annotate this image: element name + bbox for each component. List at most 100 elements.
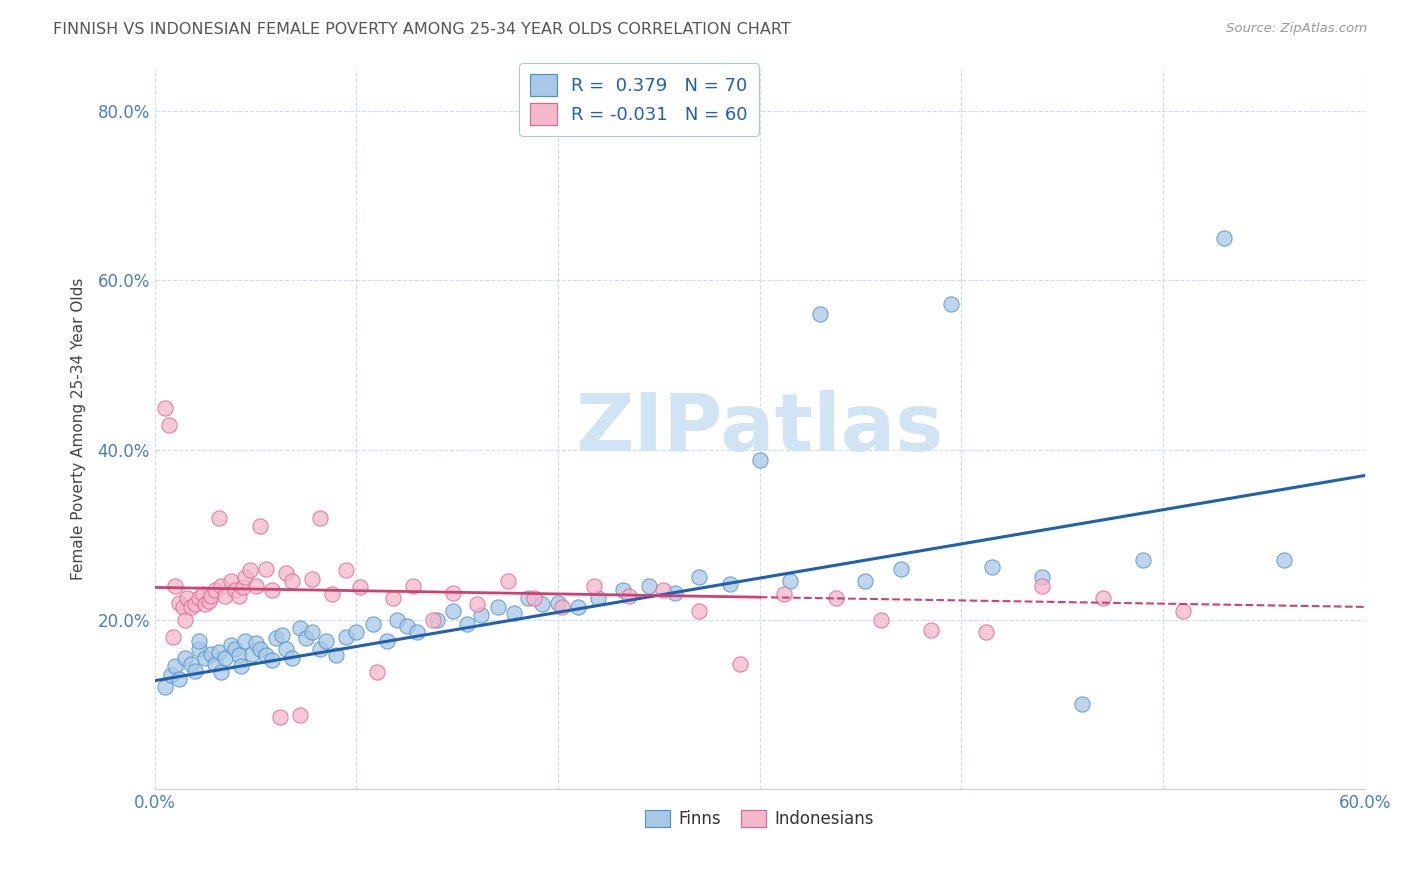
Point	[502, 606, 524, 620]
Point	[980, 560, 1002, 574]
Point	[238, 564, 260, 578]
Point	[301, 625, 323, 640]
Point	[245, 579, 267, 593]
Point	[825, 591, 848, 606]
Point	[309, 511, 332, 525]
Point	[157, 417, 180, 432]
Point	[344, 625, 367, 640]
Point	[214, 650, 236, 665]
Point	[773, 587, 796, 601]
Point	[470, 608, 492, 623]
Point	[588, 591, 610, 606]
Point	[240, 647, 263, 661]
Point	[441, 585, 464, 599]
Point	[208, 645, 231, 659]
Point	[523, 591, 546, 606]
Point	[163, 579, 186, 593]
Point	[349, 581, 371, 595]
Point	[301, 572, 323, 586]
Point	[188, 591, 211, 606]
Point	[176, 591, 198, 606]
Point	[361, 616, 384, 631]
Point	[1272, 553, 1295, 567]
Point	[249, 642, 271, 657]
Point	[194, 598, 217, 612]
Point	[1173, 604, 1195, 618]
Point	[890, 562, 912, 576]
Point	[235, 633, 257, 648]
Point	[652, 582, 675, 597]
Point	[228, 589, 250, 603]
Point	[664, 585, 686, 599]
Point	[209, 579, 232, 593]
Point	[366, 665, 388, 680]
Point	[530, 598, 553, 612]
Point	[184, 598, 207, 612]
Point	[231, 659, 253, 673]
Point	[486, 599, 509, 614]
Point	[456, 616, 478, 631]
Point	[1071, 698, 1094, 712]
Text: Source: ZipAtlas.com: Source: ZipAtlas.com	[1226, 22, 1367, 36]
Point	[288, 707, 311, 722]
Point	[214, 589, 236, 603]
Point	[381, 591, 404, 606]
Point	[254, 562, 277, 576]
Point	[153, 681, 176, 695]
Point	[748, 453, 770, 467]
Point	[1132, 553, 1154, 567]
Point	[853, 574, 876, 589]
Point	[204, 582, 226, 597]
Point	[260, 582, 283, 597]
Point	[335, 564, 357, 578]
Point	[869, 613, 891, 627]
Point	[180, 657, 202, 671]
Point	[1212, 231, 1234, 245]
Point	[496, 574, 519, 589]
Point	[249, 519, 271, 533]
Point	[1031, 579, 1053, 593]
Point	[402, 579, 425, 593]
Point	[221, 574, 243, 589]
Point	[153, 401, 176, 415]
Point	[612, 582, 634, 597]
Point	[441, 604, 464, 618]
Point	[920, 623, 942, 637]
Point	[688, 604, 710, 618]
Point	[191, 587, 214, 601]
Point	[274, 642, 297, 657]
Point	[567, 599, 589, 614]
Point	[617, 589, 640, 603]
Point	[172, 599, 194, 614]
Point	[385, 613, 408, 627]
Point	[184, 664, 207, 678]
Point	[288, 621, 311, 635]
Point	[467, 598, 489, 612]
Point	[281, 650, 304, 665]
Point	[167, 672, 190, 686]
Point	[232, 581, 254, 595]
Point	[194, 650, 217, 665]
Point	[270, 628, 292, 642]
Point	[728, 657, 751, 671]
Point	[264, 632, 287, 646]
Point	[718, 577, 741, 591]
Point	[162, 630, 184, 644]
Y-axis label: Female Poverty Among 25-34 Year Olds: Female Poverty Among 25-34 Year Olds	[72, 277, 86, 580]
Point	[208, 511, 231, 525]
Point	[235, 570, 257, 584]
Point	[315, 633, 337, 648]
Point	[551, 599, 574, 614]
Point	[295, 632, 318, 646]
Point	[516, 591, 538, 606]
Point	[198, 594, 221, 608]
Point	[779, 574, 801, 589]
Point	[941, 297, 963, 311]
Point	[274, 566, 297, 580]
Point	[174, 613, 197, 627]
Point	[269, 710, 291, 724]
Point	[200, 647, 222, 661]
Point	[209, 665, 232, 680]
Point	[254, 648, 277, 663]
Point	[204, 657, 226, 671]
